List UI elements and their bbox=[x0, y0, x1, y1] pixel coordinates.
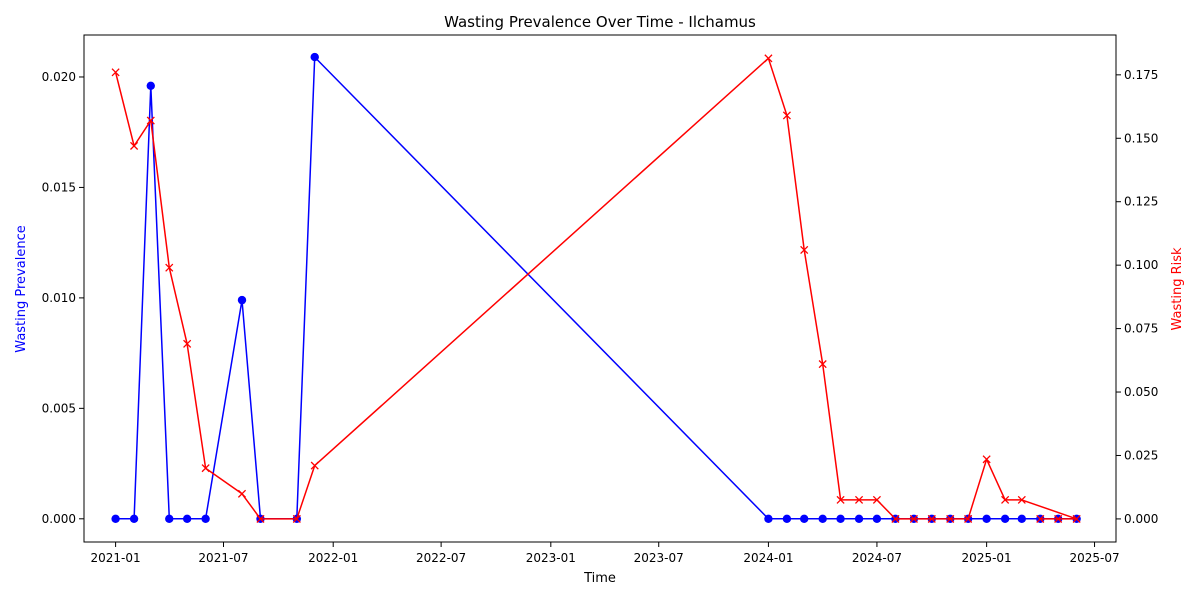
left-y-tick-label: 0.000 bbox=[42, 512, 76, 526]
x-tick-label: 2025-07 bbox=[1069, 551, 1119, 565]
series-2-point bbox=[836, 495, 845, 504]
series-2-point bbox=[256, 514, 265, 523]
series-2-point bbox=[165, 263, 174, 272]
series-2-line bbox=[114, 57, 1078, 520]
right-y-tick-label: 0.100 bbox=[1124, 258, 1158, 272]
series-1-point bbox=[799, 514, 809, 524]
series-1-point bbox=[201, 514, 210, 524]
x-tick-label: 2021-01 bbox=[91, 551, 141, 565]
left-y-tick-label: 0.020 bbox=[42, 70, 76, 84]
series-1-point bbox=[310, 52, 319, 62]
right-y-tick-label: 0.075 bbox=[1124, 322, 1158, 336]
left-y-tick-label: 0.015 bbox=[42, 180, 76, 194]
series-1-point bbox=[1000, 514, 1010, 524]
series-2-point bbox=[764, 54, 773, 63]
series-2-point bbox=[310, 461, 319, 470]
series-1-point bbox=[165, 514, 174, 524]
left-y-tick-label: 0.005 bbox=[42, 401, 76, 415]
series-1-point bbox=[782, 514, 792, 524]
series-2-point bbox=[292, 514, 301, 523]
series-2-point bbox=[201, 464, 210, 473]
plot-frame bbox=[83, 34, 1117, 543]
series-2-point bbox=[1001, 495, 1010, 504]
series-1-point bbox=[982, 514, 991, 524]
right-y-tick-label: 0.000 bbox=[1124, 512, 1158, 526]
x-tick-label: 2023-01 bbox=[526, 551, 576, 565]
right-y-tick-label: 0.125 bbox=[1124, 195, 1158, 209]
series-2-point bbox=[854, 495, 864, 504]
x-tick-label: 2022-01 bbox=[308, 551, 358, 565]
x-tick-label: 2021-07 bbox=[198, 551, 248, 565]
series-1-point bbox=[129, 514, 139, 524]
left-y-axis-label: Wasting Prevalence bbox=[14, 225, 29, 352]
series-2-point bbox=[130, 141, 139, 150]
series-1-point bbox=[111, 514, 120, 524]
series-2-point bbox=[982, 455, 991, 464]
series-1-point bbox=[237, 295, 247, 305]
series-2-point bbox=[946, 514, 955, 523]
right-y-tick-label: 0.175 bbox=[1124, 68, 1158, 82]
series-1-line bbox=[115, 56, 1077, 520]
series-1-point bbox=[146, 81, 155, 91]
right-y-tick-label: 0.050 bbox=[1124, 385, 1158, 399]
series-2-point bbox=[800, 245, 809, 254]
x-tick-label: 2024-01 bbox=[743, 551, 793, 565]
chart-title: Wasting Prevalence Over Time - Ilchamus bbox=[444, 13, 756, 31]
right-y-tick-label: 0.025 bbox=[1124, 448, 1158, 462]
x-tick-label: 2024-07 bbox=[852, 551, 902, 565]
x-tick-label: 2025-01 bbox=[962, 551, 1012, 565]
series-2-point bbox=[964, 514, 973, 523]
x-tick-label: 2022-07 bbox=[416, 551, 466, 565]
series-2-point bbox=[909, 514, 918, 523]
x-axis-label: Time bbox=[583, 571, 616, 586]
series-1-point bbox=[818, 514, 827, 524]
left-y-tick-label: 0.010 bbox=[42, 291, 76, 305]
series-2-point bbox=[872, 495, 881, 504]
series-2-point bbox=[111, 68, 120, 77]
series-2-point bbox=[818, 360, 827, 369]
series-2-point bbox=[146, 116, 155, 125]
series-2-point bbox=[237, 489, 247, 498]
series-1-point bbox=[836, 514, 845, 524]
series-1-point bbox=[872, 514, 882, 524]
right-y-axis-label: Wasting Risk bbox=[1170, 247, 1185, 331]
x-tick-label: 2023-07 bbox=[634, 551, 684, 565]
series-1-point bbox=[764, 514, 773, 524]
series-1-point bbox=[854, 514, 864, 524]
series-2-point bbox=[782, 111, 791, 120]
series-2-point bbox=[1072, 514, 1081, 523]
series-2-point bbox=[1054, 514, 1063, 523]
series-1-point bbox=[1017, 514, 1027, 524]
series-2-point bbox=[927, 514, 936, 523]
series-2-point bbox=[891, 514, 900, 523]
series-2-point bbox=[183, 339, 192, 348]
series-1-point bbox=[182, 514, 192, 524]
right-y-tick-label: 0.150 bbox=[1124, 131, 1158, 145]
series-2-point bbox=[1017, 495, 1026, 504]
series-2-point bbox=[1036, 514, 1045, 523]
plot-area: 2021-01 2021-07 2022-01 2022-07 2023-01 2023-… bbox=[42, 34, 1158, 565]
